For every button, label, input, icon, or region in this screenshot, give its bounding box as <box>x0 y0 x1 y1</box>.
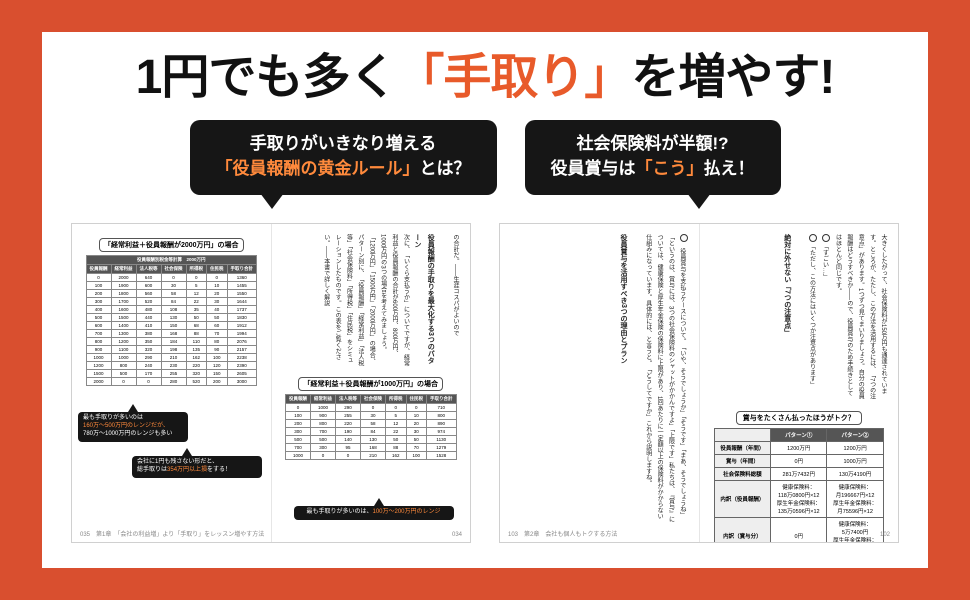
content-panel: 1円でも多く「手取り」を増やす! 手取りがいきなり増える 「役員報酬の黄金ルール… <box>42 32 928 568</box>
headline-part1: 1円でも多く <box>136 51 397 104</box>
page-num-034: 034 <box>452 532 462 538</box>
spread-1: 「経常利益＋役員報酬が2000万円」の場合 役員報酬別税金等計算 2000万円役… <box>71 223 471 543</box>
page-num-103: 103 第2章 会社も個人もトクする方法 <box>508 529 617 538</box>
bubble-left: 手取りがいきなり増える 「役員報酬の黄金ルール」とは？ <box>190 120 497 195</box>
bubble-right: 社会保険料が半額!? 役員賞与は「こう」払え！ <box>525 120 781 195</box>
face-icon <box>822 234 830 242</box>
spread1-right-vtext: の合計だ。――生涯コスパがよいので 役員報酬の手取りを最大化する3つのパターン … <box>282 234 461 368</box>
spread1-page-left: 「経常利益＋役員報酬が2000万円」の場合 役員報酬別税金等計算 2000万円役… <box>72 224 272 542</box>
cmp-title: 賞与をたくさん払ったほうがトク？ <box>736 411 862 425</box>
book-spreads: 「経常利益＋役員報酬が2000万円」の場合 役員報酬別税金等計算 2000万円役… <box>42 223 928 543</box>
page-num-035: 035 第1章 「会社の利益増」より「手取り」をレッスン増やす方法 <box>80 529 264 538</box>
bubble-left-line2: 「役員報酬の黄金ルール」とは？ <box>216 157 471 182</box>
face-icon <box>680 234 688 242</box>
spread2-right-vtext: 大きくしたがって、社会保険料が150万円も通達されています。ところが、たたし、こ… <box>710 234 889 400</box>
spread2-page-left: 役員賞与を支払うケースについて。「いや、そうでしょうか」「そうです」「まあ、そう… <box>500 224 700 542</box>
table2-title: 「経常利益＋役員報酬が1000万円」の場合 <box>298 377 443 391</box>
headline-part2: 「手取り」 <box>396 51 631 104</box>
callout-2: 会社に1円も残さない形だと、 総手取りは354万円以上損をする！ <box>132 456 262 478</box>
table2: 役員報酬経常利益法人税等社会保険所得税住民税手取り合計0100029000071… <box>285 394 457 460</box>
spread2-left-vtext: 役員賞与を支払うケースについて。「いや、そうでしょうか」「そうです」「まあ、そう… <box>510 234 689 524</box>
table1-title: 「経常利益＋役員報酬が2000万円」の場合 <box>99 238 244 252</box>
headline-part3: を増やす! <box>631 51 834 104</box>
spread-2: 役員賞与を支払うケースについて。「いや、そうでしょうか」「そうです」「まあ、そう… <box>499 223 899 543</box>
comparison-table: パターン①パターン②役員報酬（年間）1200万円1200万円賞与（年間）0円10… <box>714 428 884 543</box>
bubble-left-line1: 手取りがいきなり増える <box>216 132 471 157</box>
spread2-page-right: 大きくしたがって、社会保険料が150万円も通達されています。ところが、たたし、こ… <box>700 224 899 542</box>
bubbles-row: 手取りがいきなり増える 「役員報酬の黄金ルール」とは？ 社会保険料が半額!? 役… <box>42 120 928 195</box>
page-num-102: 102 <box>880 532 890 538</box>
face-icon <box>809 234 817 242</box>
bubble-right-line1: 社会保険料が半額!? <box>551 132 755 157</box>
callout-1: 最も手取りが多いのは 160万～500万円のレンジだが、 780万～1000万円… <box>78 412 188 441</box>
spread1-page-right: の合計だ。――生涯コスパがよいので 役員報酬の手取りを最大化する3つのパターン … <box>272 224 471 542</box>
bubble-right-line2: 役員賞与は「こう」払え！ <box>551 157 755 182</box>
callout-3: 最も手取りが多いのは、100万～200万円のレンジ <box>294 506 454 520</box>
headline: 1円でも多く「手取り」を増やす! <box>42 32 928 102</box>
table1: 役員報酬別税金等計算 2000万円役員報酬経常利益法人税等社会保険所得税住民税手… <box>86 255 258 386</box>
